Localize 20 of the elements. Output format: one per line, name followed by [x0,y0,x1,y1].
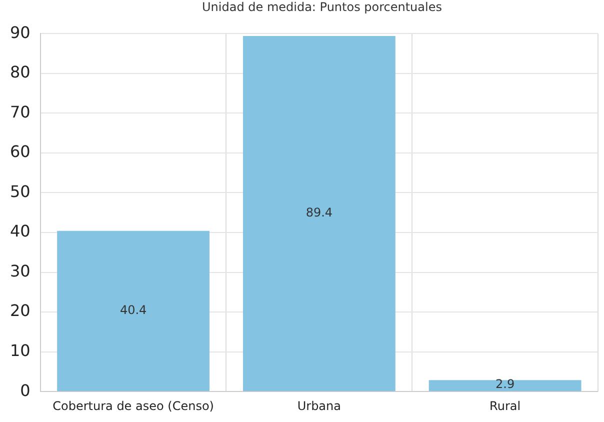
y-tick-label: 0 [20,380,30,400]
y-tick-label: 20 [10,301,30,320]
y-tick-label: 80 [10,62,30,82]
y-tick-label: 70 [10,102,30,122]
chart-title: Unidad de medida: Puntos porcentuales [201,0,443,14]
y-tick-label: 40 [10,222,30,241]
bar [57,230,210,392]
data-label: 40.4 [120,303,147,318]
bar [428,380,582,392]
y-tick-label: 50 [10,182,30,201]
y-tick-label: 30 [10,261,30,280]
data-label: 89.4 [306,206,333,220]
y-tick-label: 90 [10,22,30,42]
x-tick-label: Rural [490,398,521,413]
x-tick-label: Urbana [297,398,342,413]
bar [242,36,396,392]
x-tick-label: Cobertura de aseo (Censo) [52,398,214,413]
y-tick-label: 10 [10,340,30,360]
y-tick-label: 60 [10,142,30,162]
data-label: 2.9 [496,377,515,392]
